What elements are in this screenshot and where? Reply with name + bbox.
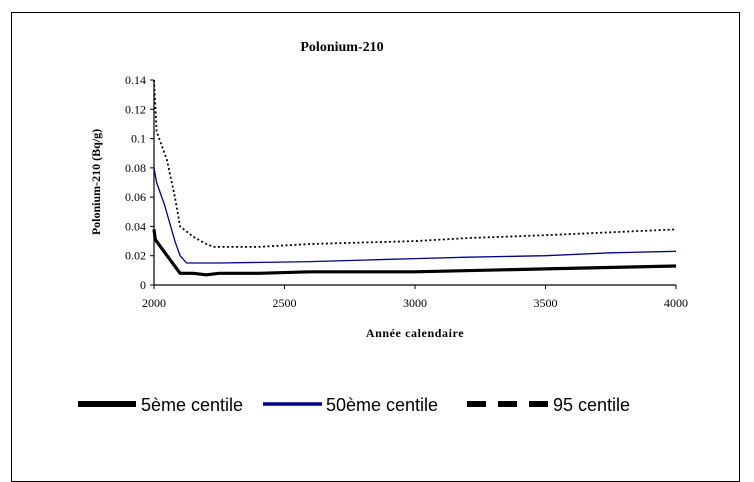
y-tick-label: 0.04 <box>125 219 146 233</box>
series-line-2 <box>153 167 677 264</box>
x-ticks: 2000 2500 3000 3500 4000 <box>142 285 688 310</box>
chart-frame: Polonium-210 0 0.02 0.04 0.06 0.08 0.1 0.12 0.1… <box>11 12 740 482</box>
y-tick-label: 0.08 <box>125 161 146 175</box>
legend-label-2: 50ème centile <box>326 395 438 415</box>
x-tick-label: 2000 <box>142 296 166 310</box>
legend-label-3: 95 centile <box>553 395 630 415</box>
x-tick-label: 2500 <box>273 296 297 310</box>
y-tick-label: 0 <box>140 278 146 292</box>
series-line-3 <box>153 79 677 248</box>
chart-svg: Polonium-210 0 0.02 0.04 0.06 0.08 0.1 0.12 0.1… <box>78 40 688 415</box>
x-tick-label: 3000 <box>403 296 427 310</box>
x-axis-label: Année calendaire <box>366 326 464 340</box>
series-line-1 <box>152 229 677 277</box>
chart-title: Polonium-210 <box>300 40 383 55</box>
legend-label-1: 5ème centile <box>141 395 243 415</box>
y-tick-label: 0.12 <box>125 102 146 116</box>
y-tick-label: 0.1 <box>131 132 146 146</box>
y-ticks: 0 0.02 0.04 0.06 0.08 0.1 0.12 0.14 <box>125 73 154 292</box>
y-tick-label: 0.02 <box>125 249 146 263</box>
y-tick-label: 0.06 <box>125 190 146 204</box>
legend: 5ème centile 50ème centile 95 centile <box>78 395 630 415</box>
y-axis-label: Polonium-210 (Bq/g) <box>89 129 103 235</box>
x-tick-label: 3500 <box>534 296 558 310</box>
plot-area: 0 0.02 0.04 0.06 0.08 0.1 0.12 0.14 2000 2500 300… <box>125 73 688 310</box>
y-tick-label: 0.14 <box>125 73 146 87</box>
series-layer <box>152 79 677 277</box>
x-tick-label: 4000 <box>664 296 688 310</box>
